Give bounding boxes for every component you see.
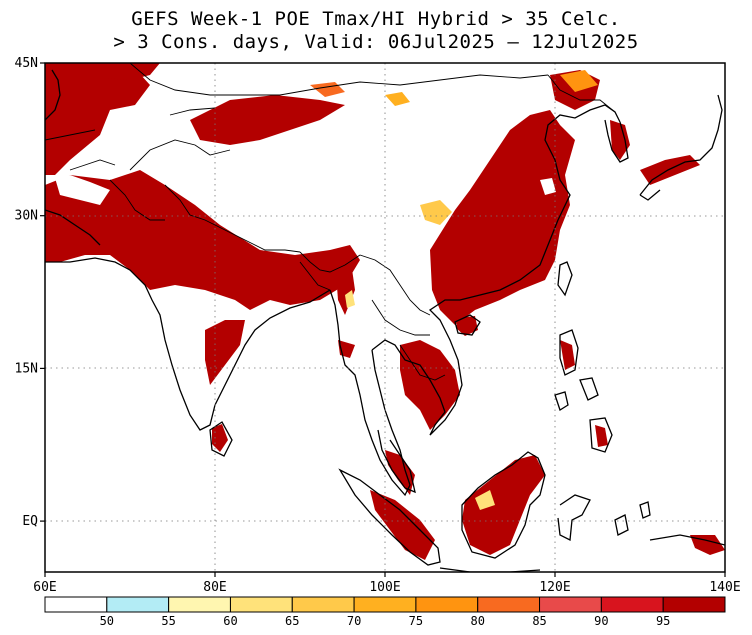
colorbar-bin xyxy=(44,596,108,613)
shade-philippines xyxy=(560,340,575,370)
shade-korea xyxy=(610,120,630,160)
colorbar-label: 75 xyxy=(409,614,423,628)
colorbar-bin xyxy=(353,596,417,613)
colorbar-label: 55 xyxy=(161,614,175,628)
lat-tick-label: 15N xyxy=(15,361,38,376)
shade-hainan xyxy=(456,316,478,336)
shade-sri-lanka xyxy=(212,424,228,452)
lon-tick-label: 60E xyxy=(33,580,56,595)
probability-fringes xyxy=(55,70,598,510)
colorbar-bin xyxy=(229,596,293,613)
colorbar-label: 65 xyxy=(285,614,299,628)
gridlines xyxy=(45,63,725,572)
shade-india-east xyxy=(205,320,245,385)
colorbar-bin xyxy=(168,596,231,613)
colorbar-bin xyxy=(477,596,541,613)
colorbar-bin xyxy=(106,596,170,613)
colorbar-label: 95 xyxy=(656,614,670,628)
coastlines xyxy=(45,69,725,572)
colorbar-label: 80 xyxy=(471,614,485,628)
lat-tick-label: 45N xyxy=(15,56,38,71)
shade-sumatra xyxy=(370,490,435,560)
shade-china xyxy=(430,110,575,325)
shade-mindanao xyxy=(595,425,608,447)
longitude-axis: 60E 80E 100E 120E 140E xyxy=(33,572,741,595)
shade-papua xyxy=(690,535,725,555)
shade-malay xyxy=(385,450,415,495)
lat-tick-label: 30N xyxy=(15,209,38,224)
colorbar-bin xyxy=(539,596,602,613)
colorbar-bin xyxy=(291,596,355,613)
lat-tick-label: EQ xyxy=(22,514,38,529)
lon-tick-label: 120E xyxy=(539,580,570,595)
shade-indochina xyxy=(400,340,460,430)
shade-west-asia xyxy=(45,63,150,175)
shade-pakistan-india-north xyxy=(45,170,360,310)
colorbar-bin xyxy=(662,596,726,613)
colorbar-bin xyxy=(415,596,479,613)
colorbar-bin xyxy=(600,596,664,613)
lon-tick-label: 100E xyxy=(369,580,400,595)
latitude-axis: 45N 30N 15N EQ xyxy=(15,56,45,529)
map-title-line-2: > 3 Cons. days, Valid: 06Jul2025 – 12Jul… xyxy=(113,31,639,53)
shade-borneo xyxy=(462,455,545,555)
shade-kazakh xyxy=(45,63,160,80)
map-panel xyxy=(45,63,725,572)
colorbar-label: 70 xyxy=(347,614,361,628)
map-title-line-1: GEFS Week-1 POE Tmax/HI Hybrid > 35 Celc… xyxy=(131,8,621,30)
shade-tarim xyxy=(190,95,345,145)
colorbar: 50 55 60 65 70 75 80 85 90 95 xyxy=(44,596,726,628)
colorbar-label: 85 xyxy=(532,614,546,628)
colorbar-label: 60 xyxy=(223,614,237,628)
colorbar-label: 50 xyxy=(100,614,114,628)
lon-tick-label: 80E xyxy=(203,580,226,595)
colorbar-label: 90 xyxy=(594,614,608,628)
lon-tick-label: 140E xyxy=(709,580,740,595)
borders xyxy=(45,63,616,381)
